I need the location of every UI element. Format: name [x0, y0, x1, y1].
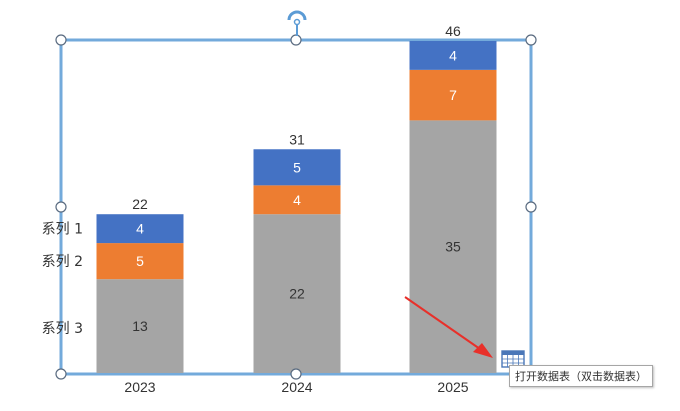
resize-handle[interactable]: [55, 201, 67, 213]
data-table-tooltip: 打开数据表（双击数据表）: [509, 365, 653, 387]
resize-handle[interactable]: [525, 201, 537, 213]
x-axis: 2023 2024 2025: [124, 379, 468, 395]
data-label: 7: [449, 87, 457, 103]
x-tick-label: 2025: [437, 379, 468, 395]
legend-entry: 系列 3: [42, 321, 83, 337]
data-label: 13: [132, 318, 148, 334]
bar-segment: [96, 243, 184, 280]
arrow-head: [473, 343, 493, 358]
bar-segment: [409, 41, 497, 70]
bar-segment: [409, 69, 497, 121]
resize-handle[interactable]: [55, 34, 67, 46]
x-tick-label: 2024: [281, 379, 312, 395]
bar-segment: [253, 214, 341, 373]
legend-entry: 系列 2: [42, 254, 83, 270]
annotation-arrow: [404, 296, 493, 358]
total-label: 46: [445, 23, 461, 39]
data-label: 5: [136, 253, 144, 269]
resize-handle[interactable]: [55, 368, 67, 380]
data-label: 35: [445, 239, 461, 255]
data-label: 4: [293, 192, 301, 208]
resize-handle[interactable]: [290, 368, 302, 380]
bar-segment: [253, 185, 341, 215]
bar-segment: [96, 214, 184, 244]
x-tick-label: 2023: [124, 379, 155, 395]
resize-handle[interactable]: [525, 34, 537, 46]
data-label: 4: [136, 221, 144, 237]
legend-entry: 系列 1: [42, 222, 83, 238]
rotate-arc: [287, 10, 307, 21]
total-label: 22: [132, 196, 148, 212]
data-label: 5: [293, 159, 301, 175]
data-label: 4: [449, 47, 457, 63]
chart-bars: 13 5 4 22 22 4 5 31 35 7 4 46: [96, 23, 497, 374]
data-label: 22: [289, 286, 305, 302]
rotate-handle-icon[interactable]: [287, 10, 307, 36]
bar-segment: [253, 149, 341, 186]
resize-handle[interactable]: [290, 34, 302, 46]
rotate-knob: [293, 18, 301, 26]
total-label: 31: [289, 131, 305, 147]
table-grid-header: [502, 351, 524, 355]
chart-legend: 系列 3 系列 2 系列 1: [42, 222, 83, 337]
bar-segment: [96, 279, 184, 373]
arrow-shaft: [404, 296, 481, 350]
